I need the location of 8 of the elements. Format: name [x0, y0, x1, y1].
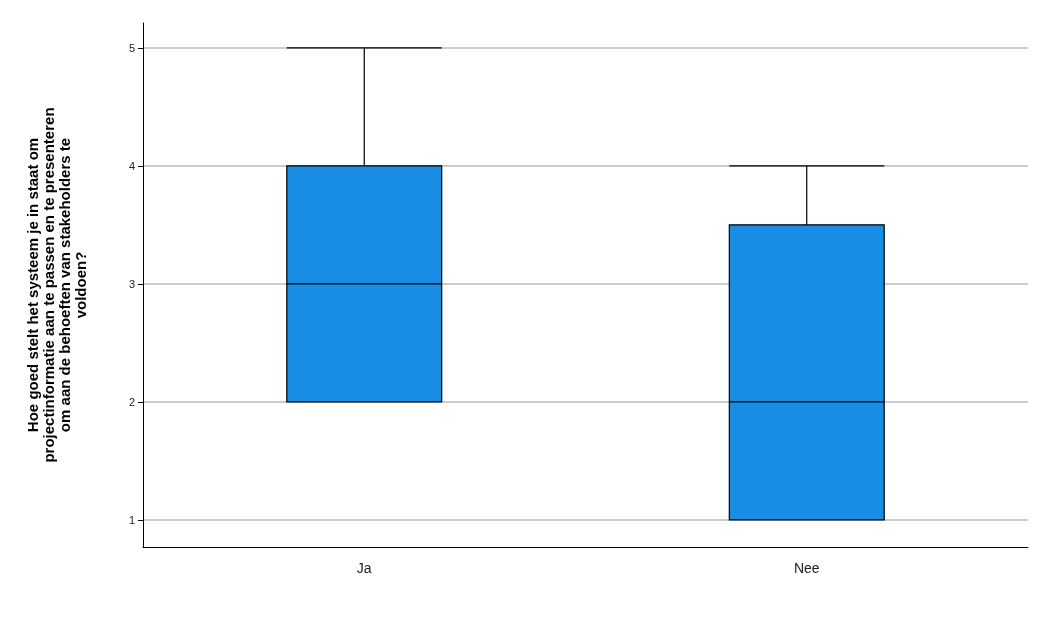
x-tick-label: Nee	[793, 560, 820, 576]
y-tick-label: 4	[128, 159, 135, 172]
x-tick-label: Ja	[356, 560, 372, 576]
y-tick-label: 3	[128, 277, 135, 290]
y-tick-label: 5	[128, 41, 135, 54]
y-axis-title: Hoe goed stelt het systeem je in staat om projectinformatie aan te passen en te presenteren om aan de behoeften van stakeholders te voldoen?	[23, 107, 89, 463]
y-tick-label: 2	[128, 395, 135, 408]
y-tick-label: 1	[128, 513, 135, 526]
